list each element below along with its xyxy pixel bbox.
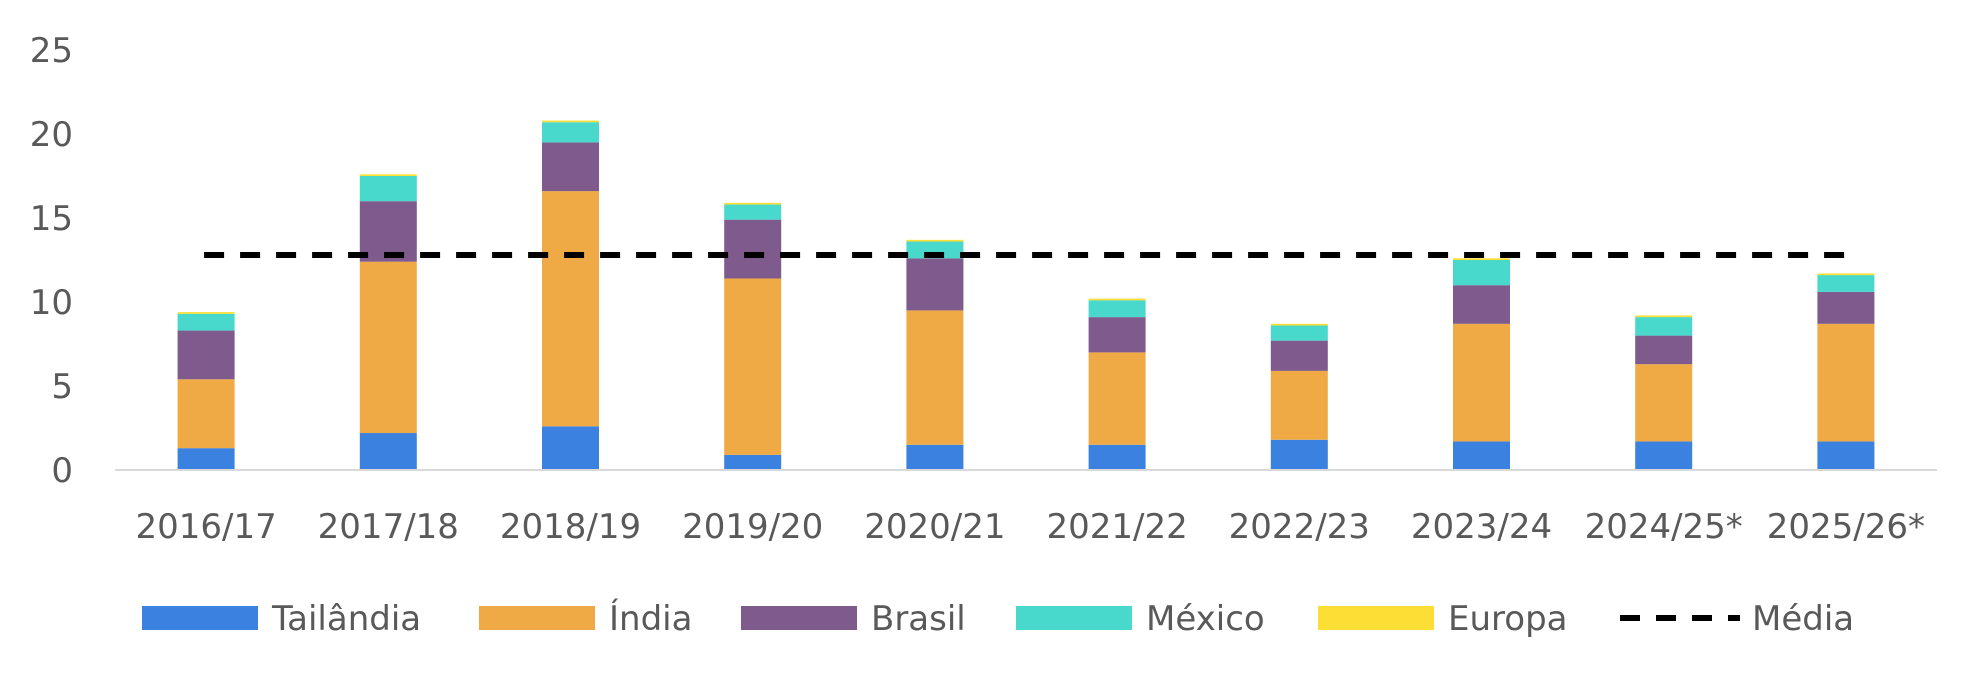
bar-segment bbox=[724, 204, 782, 220]
bar-segment bbox=[1088, 444, 1146, 470]
bar-segment bbox=[1817, 275, 1875, 292]
bar-segment bbox=[906, 444, 964, 470]
legend-swatch bbox=[479, 606, 595, 630]
x-tick-label: 2018/19 bbox=[500, 507, 641, 547]
bar-segment bbox=[1270, 340, 1328, 371]
bar-segment bbox=[359, 433, 417, 470]
bar-segment bbox=[1453, 441, 1510, 470]
bar-segment bbox=[1453, 260, 1510, 286]
bar-segment bbox=[1817, 323, 1875, 442]
bar-segment bbox=[1270, 325, 1328, 341]
bar-segment bbox=[542, 426, 599, 470]
bar-segment bbox=[359, 176, 417, 202]
x-tick-label: 2024/25* bbox=[1585, 507, 1743, 547]
legend-label: México bbox=[1146, 599, 1265, 639]
bar-segment bbox=[724, 202, 782, 205]
legend-label: Europa bbox=[1448, 599, 1567, 639]
bar-segment bbox=[1270, 323, 1328, 326]
y-tick-label: 0 bbox=[51, 451, 73, 491]
legend-label-average: Média bbox=[1752, 599, 1854, 639]
legend-swatch bbox=[142, 606, 258, 630]
bar-segment bbox=[1635, 441, 1693, 470]
bar-segment bbox=[724, 219, 782, 279]
bar-segment bbox=[359, 174, 417, 176]
bar-segment bbox=[906, 258, 964, 311]
bar-segment bbox=[906, 239, 964, 242]
bar-segment bbox=[724, 454, 782, 470]
legend: Tailândia Índia Brasil México Europa Média bbox=[142, 598, 1854, 639]
bar-segment bbox=[1635, 315, 1693, 318]
legend-label: Brasil bbox=[871, 599, 966, 639]
x-tick-label: 2020/21 bbox=[864, 507, 1005, 547]
x-tick-label: 2021/22 bbox=[1046, 507, 1187, 547]
bar-segment bbox=[177, 448, 235, 470]
bar-segment bbox=[177, 313, 235, 331]
bar-segment bbox=[359, 261, 417, 434]
x-tick-label: 2022/23 bbox=[1229, 507, 1370, 547]
bar-segment bbox=[1088, 298, 1146, 301]
bar-segment bbox=[542, 120, 599, 123]
bar-segment bbox=[1817, 291, 1875, 324]
bar-segment bbox=[1635, 317, 1693, 336]
y-axis: 0 5 10 15 20 25 bbox=[30, 31, 73, 491]
bar-segment bbox=[542, 191, 599, 427]
x-tick-label: 2025/26* bbox=[1767, 507, 1925, 547]
bar-segment bbox=[177, 330, 235, 380]
bar-segment bbox=[1088, 352, 1146, 445]
y-tick-label: 20 bbox=[30, 115, 73, 155]
bar-segment bbox=[1088, 317, 1146, 353]
bar-segment bbox=[177, 312, 235, 314]
x-tick-label: 2016/17 bbox=[135, 507, 276, 547]
bar-segment bbox=[724, 278, 782, 455]
x-tick-label: 2023/24 bbox=[1411, 507, 1552, 547]
bar-segment bbox=[542, 122, 599, 143]
y-tick-label: 5 bbox=[51, 367, 73, 407]
bar-segment bbox=[1270, 439, 1328, 470]
bar-segment bbox=[1817, 273, 1875, 276]
legend-swatch bbox=[1016, 606, 1132, 630]
bar-segment bbox=[906, 241, 964, 259]
bar-segment bbox=[1453, 323, 1510, 442]
x-axis: 2016/17 2017/18 2018/19 2019/20 2020/21 2021/… bbox=[135, 507, 1925, 547]
y-tick-label: 10 bbox=[30, 283, 73, 323]
bar-segment bbox=[1817, 441, 1875, 470]
legend-swatch bbox=[741, 606, 857, 630]
y-tick-label: 15 bbox=[30, 199, 73, 239]
bar-segment bbox=[1270, 370, 1328, 440]
legend-swatch bbox=[1318, 606, 1434, 630]
legend-label: Tailândia bbox=[271, 599, 421, 639]
bar-segment bbox=[359, 201, 417, 262]
x-tick-label: 2017/18 bbox=[318, 507, 459, 547]
bars bbox=[177, 120, 1875, 470]
bar-segment bbox=[1453, 258, 1510, 260]
bar-segment bbox=[1088, 300, 1146, 318]
legend-label: Índia bbox=[609, 598, 692, 639]
bar-segment bbox=[1635, 364, 1693, 442]
bar-segment bbox=[1635, 335, 1693, 365]
bar-segment bbox=[177, 379, 235, 449]
y-tick-label: 25 bbox=[30, 31, 73, 71]
bar-segment bbox=[1453, 285, 1510, 324]
x-tick-label: 2019/20 bbox=[682, 507, 823, 547]
bar-segment bbox=[906, 310, 964, 445]
bar-segment bbox=[542, 142, 599, 192]
